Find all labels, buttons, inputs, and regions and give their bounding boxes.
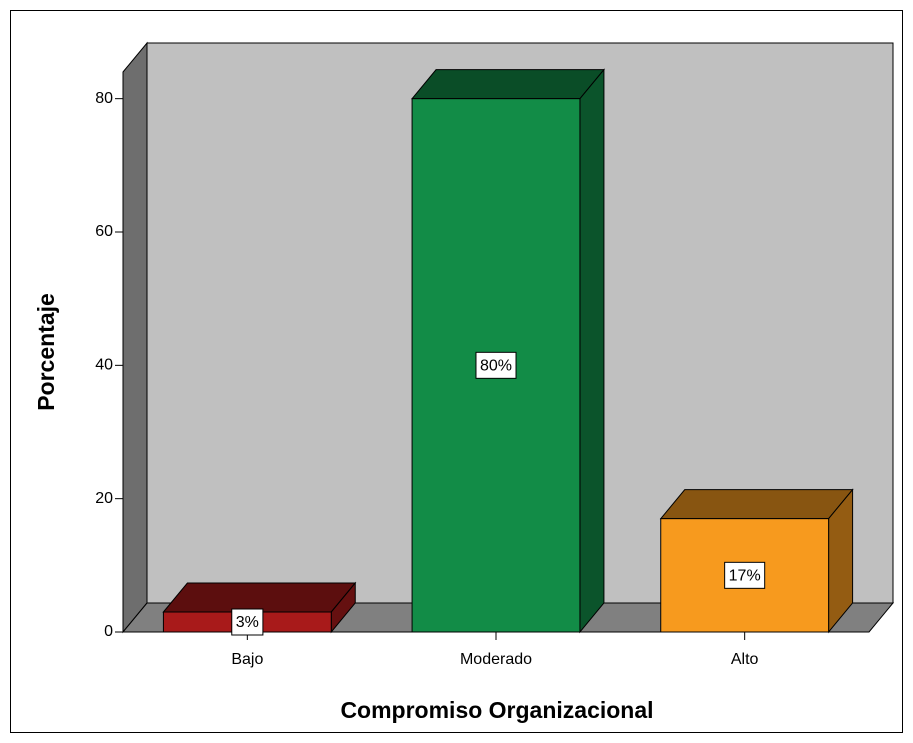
y-tick-label: 40 [95,357,113,374]
y-tick-label: 80 [95,90,113,107]
y-axis-title: Porcentaje [33,293,59,411]
value-label-box [724,561,766,589]
x-tick-label: Moderado [460,651,532,668]
bar-top [162,582,357,613]
x-tick-label: Alto [731,651,759,668]
value-label-box [475,351,517,379]
value-label-box [231,608,264,636]
bar-top [411,69,605,100]
x-tick-label: Bajo [231,651,263,668]
bar-top [659,489,854,520]
value-label: 3% [236,614,259,631]
x-axis-title: Compromiso Organizacional [340,697,653,723]
bar-side [579,68,605,634]
value-label: 80% [480,358,512,375]
y-tick-label: 0 [104,623,113,640]
y-tick-label: 20 [95,490,113,507]
y-tick-label: 60 [95,223,113,240]
side-wall [122,41,148,634]
value-label: 17% [729,568,761,585]
